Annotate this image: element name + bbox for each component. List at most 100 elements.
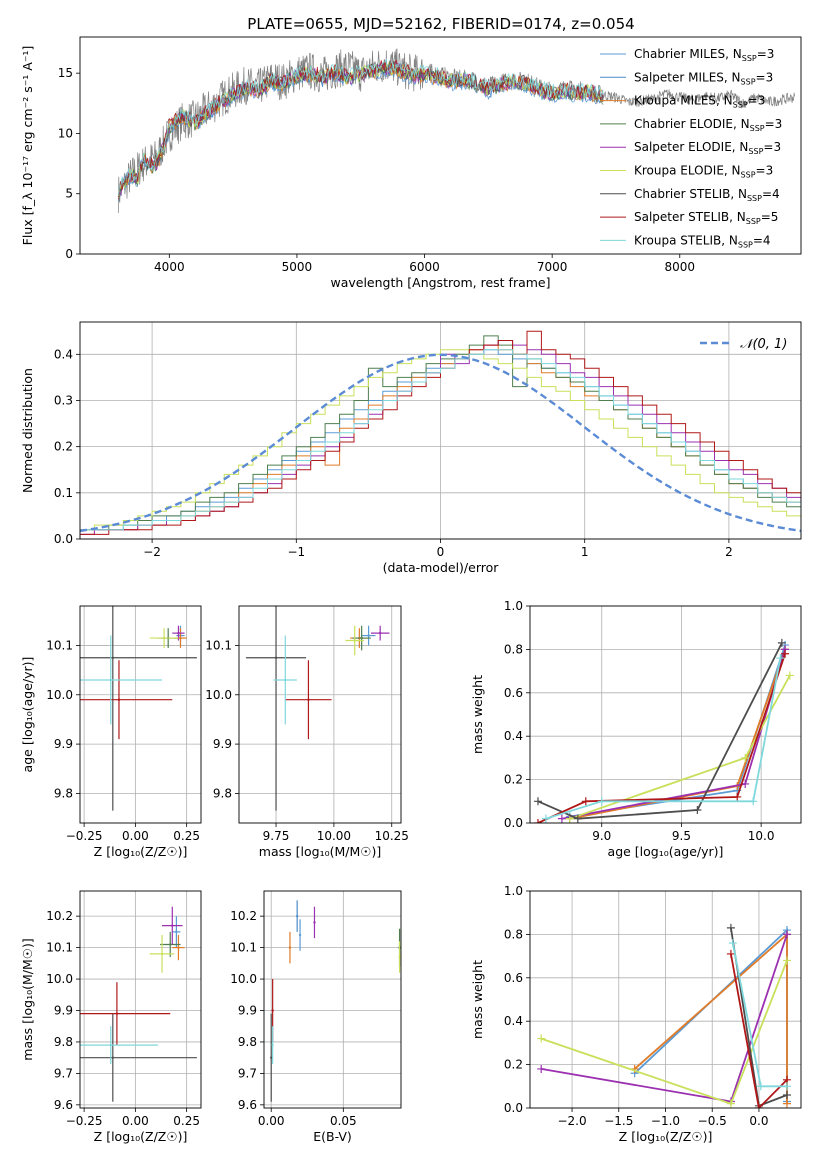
legend-entry-count: =3: [748, 94, 766, 108]
data-point: [270, 1056, 273, 1059]
weight-marker: [754, 1104, 763, 1108]
y-tick-label: 9.9: [238, 1004, 257, 1018]
weight-marker: [749, 797, 758, 806]
y-tick-label: 10: [58, 126, 73, 140]
weight-marker: [537, 1034, 546, 1043]
x-axis-label: age [log₁₀(age/yr)]: [608, 844, 724, 859]
data-point: [115, 1012, 119, 1015]
x-tick-label: 0.25: [173, 1114, 200, 1128]
x-axis-label: Z [log₁₀(Z/Z☉)]: [619, 1129, 713, 1144]
y-tick-label: 0.1: [54, 486, 73, 500]
weight-marker: [541, 814, 550, 823]
y-tick-label: 0.2: [504, 773, 523, 787]
x-axis-label: (data-model)/error: [383, 560, 500, 575]
weight-marker: [781, 649, 790, 658]
y-tick-label: 10.1: [46, 941, 73, 955]
legend-entry: Salpeter STELIB, NSSP=5: [634, 210, 778, 226]
legend-entry-subscript: SSP: [747, 194, 762, 203]
data-point: [111, 656, 115, 659]
y-tick-label: 10.2: [46, 909, 73, 923]
weight-marker: [733, 792, 742, 801]
x-tick-label: 6000: [409, 260, 440, 274]
age_vs_mass-plot-area: [245, 606, 390, 811]
data-point: [177, 946, 180, 949]
y-tick-label: 10.1: [205, 638, 232, 652]
weight-marker: [782, 1099, 791, 1108]
y-tick-label: 5: [65, 187, 73, 201]
legend-entry-count: =3: [757, 47, 775, 61]
data-point: [109, 1043, 112, 1047]
y-axis-label: mass weight: [470, 675, 485, 754]
x-tick-label: −1.0: [651, 1114, 680, 1128]
data-point: [367, 634, 370, 637]
data-point: [398, 955, 401, 959]
legend-entry-count: =3: [763, 140, 781, 154]
y-tick-label: 0.4: [504, 729, 523, 743]
weight-marker: [728, 939, 737, 948]
y-tick-label: 9.9: [54, 1004, 73, 1018]
panel-mass-vs-Z: −0.25 0.00 0.25 9.6 9.7 9.8 9.9 10.0 10.1 10.2 Z […: [20, 890, 202, 1144]
weight-line-salpeter_stelib: [537, 653, 786, 823]
x-tick-label: 10.0: [748, 829, 775, 843]
weight-line-kroupa_stelib: [545, 657, 782, 820]
weight-marker: [726, 923, 735, 932]
x-tick-label: 9.75: [263, 829, 290, 843]
x-tick-label: 9.0: [592, 829, 611, 843]
y-tick-label: 10.0: [46, 688, 73, 702]
y-tick-label: 15: [58, 66, 73, 80]
data-point: [177, 631, 180, 635]
x-tick-label: 0.00: [122, 1114, 149, 1128]
legend-entry-count: =3: [765, 117, 783, 131]
weight-line-chabrier_miles: [569, 644, 786, 818]
y-tick-label: 0.0: [54, 532, 73, 546]
data-point: [284, 678, 287, 682]
data-point: [353, 639, 356, 642]
x-tick-label: −1.5: [604, 1114, 633, 1128]
panel-weight-vs-Z: −2.0 −1.5 −1.0 −0.5 0.0 0.0 0.2 0.4 0.6 0.8 1.0 Z […: [470, 884, 802, 1144]
weight-marker: [741, 779, 750, 788]
weight-marker: [557, 814, 566, 823]
data-point: [298, 933, 302, 937]
y-tick-label: 0.3: [54, 393, 73, 407]
weight-line-salpeter_elodie: [561, 649, 786, 820]
axes-frame: [79, 890, 202, 1109]
legend-entry: Kroupa STELIB, NSSP=4: [634, 233, 771, 249]
data-point: [171, 924, 174, 927]
legend-entry-text: Kroupa STELIB, N: [634, 233, 738, 247]
weight-marker: [597, 797, 606, 806]
x-tick-label: 2: [725, 545, 733, 559]
y-tick-label: 0.0: [504, 816, 523, 830]
y-tick-label: 9.8: [238, 1035, 257, 1049]
weight-line-salpeter_elodie: [541, 934, 788, 1103]
weight-marker: [741, 753, 750, 762]
x-tick-label: 1: [581, 545, 589, 559]
x-axis-label: wavelength [Angstrom, rest frame]: [330, 275, 550, 290]
data-point: [313, 921, 316, 924]
weight-marker: [782, 930, 791, 939]
y-tick-label: 10.0: [230, 972, 257, 986]
x-tick-label: 0.25: [173, 829, 200, 843]
y-tick-label: 10.0: [205, 688, 232, 702]
weight-line-chabrier_miles: [634, 928, 788, 1102]
x-tick-label: −0.5: [698, 1114, 727, 1128]
legend-entry-count: =3: [756, 164, 774, 178]
data-point: [162, 636, 166, 640]
model-spectrum-kroupa_stelib: [117, 57, 604, 197]
x-tick-label: −0.25: [66, 829, 103, 843]
y-tick-label: 10.2: [230, 909, 257, 923]
legend-entry-text: Kroupa ELODIE, N: [634, 164, 741, 178]
legend-entry-text: Chabrier ELODIE, N: [634, 117, 750, 131]
x-axis-label: E(B-V): [313, 1129, 352, 1144]
legend-entry-count: =3: [756, 70, 774, 84]
weight-marker: [573, 814, 582, 823]
data-point: [179, 636, 182, 640]
x-tick-label: 5000: [282, 260, 313, 274]
x-tick-label: 0.00: [258, 1114, 285, 1128]
data-point: [169, 943, 172, 946]
weight-marker: [782, 1090, 791, 1099]
x-tick-label: 0.00: [122, 829, 149, 843]
x-tick-label: 0: [437, 545, 445, 559]
weight_vs_age-plot-area: [533, 638, 794, 823]
y-tick-label: 9.9: [54, 737, 73, 751]
legend-entry: 𝒩(0, 1): [740, 337, 787, 352]
